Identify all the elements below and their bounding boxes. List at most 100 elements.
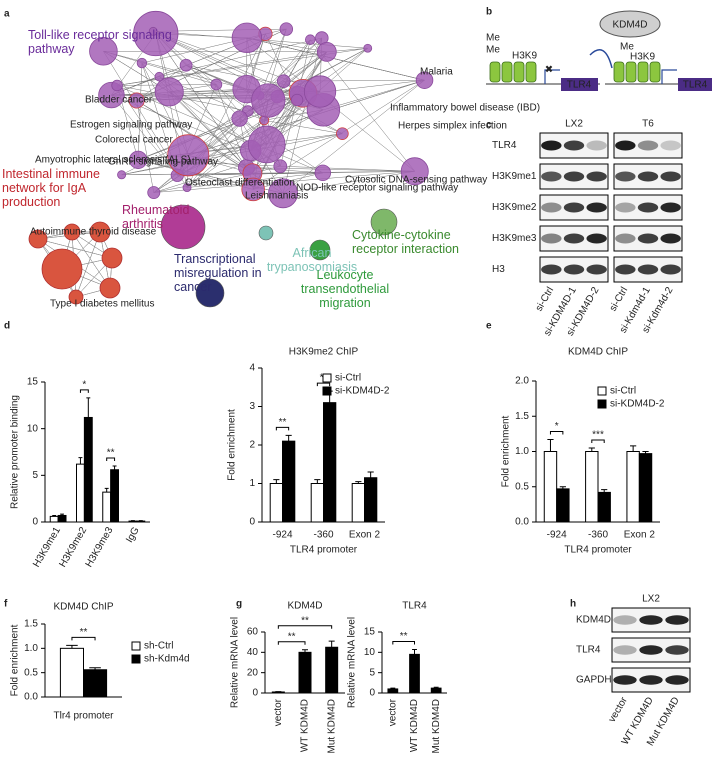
y-axis-title: Relative mRNA level	[347, 617, 358, 708]
network-node	[314, 164, 332, 182]
network-edge	[103, 51, 217, 85]
bar	[76, 463, 85, 523]
network-node	[247, 125, 286, 164]
significance-label: **	[400, 631, 408, 642]
nucleosome	[525, 61, 537, 83]
y-tick-label: 0.5	[515, 481, 529, 492]
significance-label: ***	[592, 430, 604, 441]
blot-lane-label: si-Ctrl	[534, 285, 557, 313]
network-edge	[283, 171, 415, 194]
pathway-label: Rheumatoid arthritis	[122, 203, 190, 231]
error-bar	[52, 514, 57, 517]
panel-label: d	[4, 321, 10, 332]
blot-band	[563, 171, 585, 182]
network-node	[147, 186, 161, 200]
network-edge	[111, 91, 321, 96]
significance-bracket	[549, 431, 564, 435]
network-node	[268, 178, 298, 209]
chart-title: KDM4D	[287, 601, 322, 612]
panel-label: f	[4, 599, 8, 610]
network-edge	[71, 231, 111, 289]
error-bar	[78, 457, 83, 465]
y-tick-label: 5	[369, 667, 375, 678]
network-node	[89, 36, 118, 66]
network-node	[154, 77, 184, 107]
legend-swatch	[597, 399, 607, 409]
legend-swatch	[131, 641, 141, 651]
network-node	[370, 208, 398, 236]
x-tick-label: vector	[273, 698, 284, 726]
blot-row-label: H3K9me3	[492, 233, 537, 244]
mark-label: H3K9	[512, 51, 537, 62]
network-edge	[136, 100, 155, 193]
error-bar	[60, 513, 65, 516]
pathway-label: Transcriptional misregulation in cancer	[174, 252, 262, 294]
network-edge	[153, 173, 253, 193]
network-node	[99, 277, 121, 299]
network-node	[210, 78, 223, 91]
network-minor-label: Colorectal cancer	[95, 135, 173, 146]
legend-label: si-KDM4D-2	[610, 399, 665, 410]
blot-band	[586, 202, 607, 213]
y-tick-label: 10	[27, 423, 39, 434]
network-minor-label: Osteoclast differentiation	[185, 178, 295, 189]
significance-bracket	[106, 457, 116, 461]
legend-label: sh-Kdm4d	[144, 654, 190, 665]
bar	[430, 687, 442, 694]
error-bar	[104, 487, 109, 493]
x-axis-title: TLR4 promoter	[290, 545, 358, 556]
nucleosome	[513, 61, 525, 83]
network-edge	[280, 165, 415, 172]
network-minor-label: Inflammatory bowel disease (IBD)	[390, 103, 540, 114]
bar	[323, 402, 337, 523]
network-node	[363, 43, 373, 53]
error-bar	[412, 648, 417, 655]
chart-title: H3K9me2 ChIP	[289, 347, 359, 358]
network-minor-label: Estrogen signaling pathway	[70, 120, 192, 131]
y-tick-label: 40	[247, 647, 259, 658]
y-tick-label: 2	[249, 440, 255, 451]
significance-label: **	[279, 417, 287, 428]
network-node	[279, 22, 294, 36]
x-tick-label: Mut KDM4D	[431, 699, 442, 753]
network-node	[160, 204, 206, 250]
enzyme	[599, 10, 661, 38]
bar	[83, 669, 108, 698]
error-bar	[390, 687, 396, 689]
x-axis-title: Tlr4 promoter	[53, 711, 114, 722]
blot-band	[563, 140, 585, 151]
error-bar	[66, 644, 78, 649]
gene-label: TLR4	[567, 80, 592, 91]
y-tick-label: 0	[249, 517, 255, 528]
blot-row-label: H3	[492, 264, 505, 275]
bar	[325, 646, 339, 694]
network-node	[41, 248, 83, 290]
network-minor-label: Leishmaniasis	[245, 191, 308, 202]
mark-label: H3K9	[630, 52, 655, 63]
y-tick-label: 1.5	[24, 619, 38, 630]
blot-group-label: T6	[642, 119, 654, 130]
network-minor-label: Type I diabetes mellitus	[50, 299, 155, 310]
y-tick-label: 1	[249, 478, 255, 489]
network-edge	[117, 51, 327, 86]
significance-bracket	[275, 426, 290, 431]
error-bar	[433, 686, 439, 689]
network-node	[101, 247, 123, 269]
network-node	[415, 71, 434, 89]
x-tick-label: Exon 2	[624, 530, 656, 541]
blot-band	[637, 171, 659, 182]
network-minor-label: Autoimmune thyroid disease	[30, 227, 157, 238]
y-tick-label: 0.0	[515, 517, 529, 528]
network-node	[231, 110, 248, 127]
blot-band	[541, 233, 562, 244]
network-edge	[169, 91, 247, 168]
network-edge	[153, 31, 321, 92]
network-node	[136, 57, 148, 69]
blot-band	[660, 171, 681, 182]
network-node	[231, 22, 263, 54]
chart-title: KDM4D ChIP	[53, 602, 113, 613]
x-tick-label: -360	[588, 530, 608, 541]
network-node	[154, 71, 165, 82]
pathway-label: Intestinal immune network for IgA produc…	[2, 167, 100, 209]
